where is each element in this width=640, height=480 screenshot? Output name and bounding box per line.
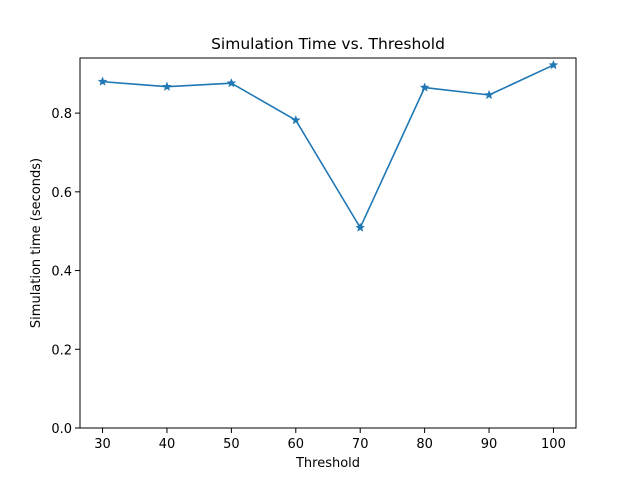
x-tick-label: 90	[481, 437, 498, 452]
y-tick-label: 0.2	[51, 343, 72, 358]
data-point-star	[484, 89, 494, 100]
x-tick-label: 80	[416, 437, 433, 452]
data-point-star	[419, 82, 430, 92]
y-tick-label: 0.4	[51, 265, 72, 280]
data-point-star	[355, 222, 366, 232]
series-line	[102, 64, 554, 229]
x-tick-label: 70	[352, 437, 369, 452]
y-tick-label: 0.8	[51, 107, 72, 122]
y-axis: 0.0 0.2 0.4 0.6 0.8	[51, 107, 80, 437]
x-tick-label: 100	[541, 437, 566, 452]
data-point-star	[162, 81, 172, 91]
x-axis-label: Threshold	[295, 456, 360, 471]
y-tick-label: 0.6	[51, 186, 72, 201]
x-tick-label: 50	[223, 437, 240, 452]
y-axis-label: Simulation time (seconds)	[29, 158, 44, 328]
data-point-star	[97, 76, 108, 86]
x-tick-label: 60	[288, 437, 305, 452]
x-tick-label: 40	[159, 437, 176, 452]
plot-area-frame	[79, 57, 577, 429]
data-point-star	[290, 114, 301, 125]
data-point-star	[548, 59, 559, 70]
chart-title: Simulation Time vs. Threshold	[211, 35, 445, 53]
data-point-star	[226, 77, 237, 88]
series-layer	[97, 59, 559, 232]
x-tick-label: 30	[94, 437, 111, 452]
y-tick-label: 0.0	[51, 422, 72, 437]
x-axis: 30 40 50 60 70 80 90 100	[94, 428, 566, 452]
